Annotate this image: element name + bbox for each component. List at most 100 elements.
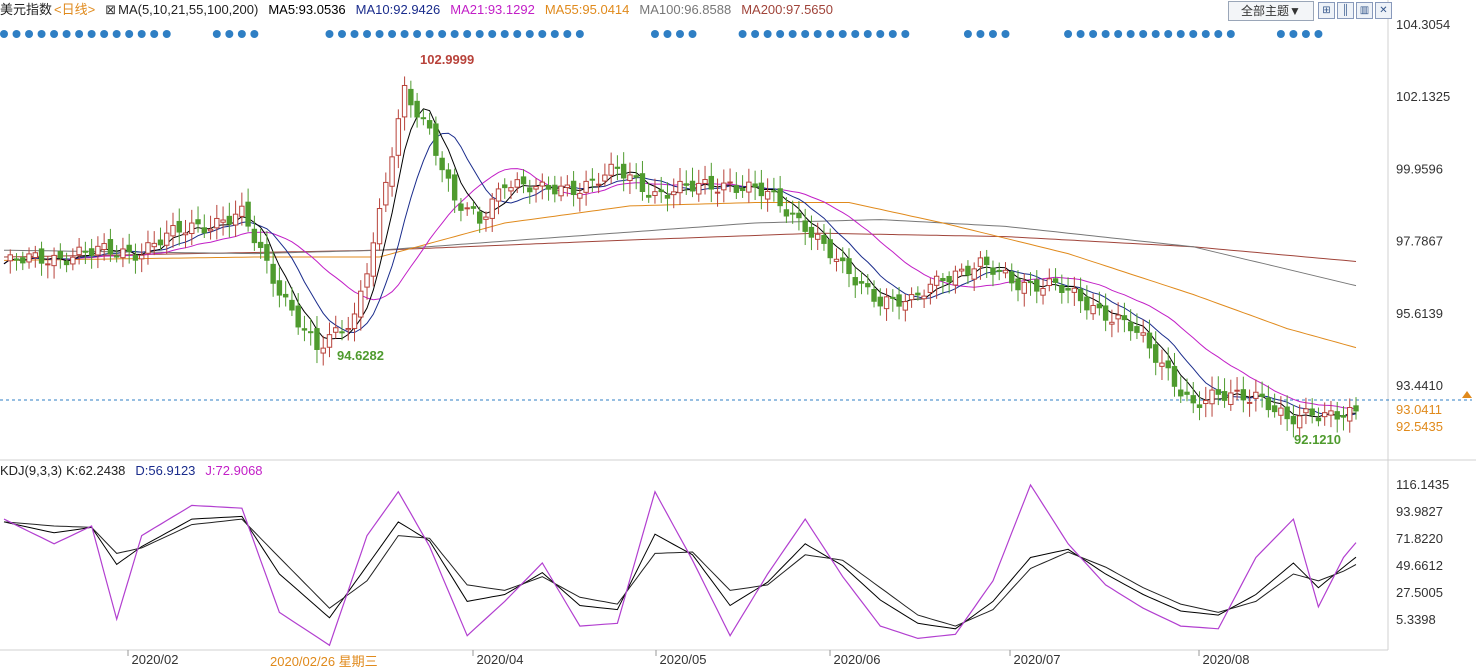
candle [802, 208, 808, 246]
candle [1009, 263, 1015, 292]
candle [282, 281, 289, 307]
time-axis-ticks: 2020/02 2020/04 2020/05 2020/06 2020/07 2020/… [127, 650, 1250, 667]
candle [20, 251, 26, 271]
signal-dot [738, 30, 747, 38]
signal-dot [37, 30, 46, 38]
candle [1140, 319, 1146, 343]
candle [996, 262, 1002, 281]
candle [564, 175, 571, 197]
candle [395, 109, 402, 169]
signal-dot [225, 30, 234, 38]
price-tick-label: 95.6139 [1396, 306, 1443, 321]
candle [495, 182, 502, 215]
candle [320, 335, 326, 366]
candle [1034, 270, 1040, 304]
candle [840, 247, 846, 274]
candle [426, 112, 433, 135]
signal-dot [363, 30, 372, 38]
candle [808, 215, 815, 251]
signal-dot [676, 30, 684, 38]
kdj-j-line [3, 483, 1357, 647]
kdj-tick-label: 71.8220 [1396, 531, 1443, 546]
signal-dot [550, 30, 559, 38]
signal-dot [12, 30, 21, 38]
candle [627, 162, 633, 194]
signal-dot [237, 30, 246, 38]
cursor-date-label: 2020/02/26 星期三 [270, 654, 378, 669]
candle [696, 169, 702, 202]
candle [408, 80, 414, 118]
signal-dot [500, 30, 509, 38]
signal-dot [1176, 30, 1185, 38]
signal-dot [976, 30, 985, 38]
candle [1228, 379, 1234, 411]
signal-dot [325, 30, 334, 38]
candle [1328, 400, 1334, 428]
kdj-tick-label: 5.3398 [1396, 612, 1436, 627]
candle [164, 220, 170, 255]
candle [1203, 386, 1209, 418]
signal-dot [350, 30, 359, 38]
candlesticks [7, 76, 1359, 442]
signal-dot [1126, 30, 1135, 38]
candle [1253, 379, 1259, 412]
candle [1353, 397, 1359, 420]
candle [376, 198, 383, 251]
candle [602, 163, 608, 187]
signal-dot [87, 30, 96, 38]
grid-icon[interactable]: ⊞ [1318, 2, 1335, 19]
time-tick-label: 2020/02 [132, 652, 179, 667]
candle [858, 271, 865, 295]
candle [1102, 293, 1109, 332]
candle [32, 245, 38, 268]
signal-dot [1001, 30, 1010, 38]
signal-dot [1314, 30, 1323, 38]
kdj-name: KDJ(9,3,3) [0, 463, 63, 478]
time-tick-label: 2020/08 [1203, 652, 1250, 667]
candle [1290, 404, 1297, 438]
candle [1027, 272, 1034, 296]
signal-dot [100, 30, 109, 38]
candle [239, 192, 245, 226]
bars-icon[interactable]: ║ [1337, 2, 1354, 19]
candle [57, 243, 64, 269]
candle [301, 315, 308, 342]
candle [195, 206, 201, 233]
candle [558, 176, 564, 202]
candle [896, 286, 902, 320]
candle [1071, 276, 1078, 306]
candle [570, 171, 577, 207]
kdj-axis-ticks: 116.1435 93.9827 71.8220 49.6612 27.5005 5.33… [1396, 477, 1449, 627]
candle [758, 169, 765, 210]
price-panel [0, 20, 1388, 460]
candle [890, 289, 896, 312]
candle [871, 280, 877, 308]
candle [251, 215, 258, 251]
candle [326, 322, 333, 358]
ma55-value: MA55:95.0414 [544, 2, 630, 17]
ma-icon: ⊠ [105, 2, 117, 17]
candle [1234, 377, 1240, 401]
ma5-value: MA5:93.0536 [268, 2, 346, 17]
high-annotation: 102.9999 [420, 52, 475, 67]
signal-dot [988, 30, 997, 38]
candle-icon[interactable]: ▥ [1356, 2, 1373, 19]
close-icon[interactable]: ✕ [1375, 2, 1392, 19]
signal-dot [338, 30, 346, 38]
candle [26, 247, 32, 269]
current-price-label: 93.0411 [1396, 402, 1443, 417]
signal-dot [801, 30, 810, 38]
candle [345, 316, 351, 341]
candle [63, 252, 70, 273]
theme-dropdown[interactable]: 全部主题▼ [1228, 1, 1314, 21]
candle [414, 92, 420, 128]
candle [1184, 378, 1190, 402]
candle [1340, 406, 1347, 431]
candle [333, 315, 339, 339]
period-label[interactable]: <日线> [54, 2, 96, 17]
candle [1190, 382, 1196, 414]
candle [120, 237, 126, 268]
signal-dot [851, 30, 860, 38]
candle [940, 272, 946, 294]
